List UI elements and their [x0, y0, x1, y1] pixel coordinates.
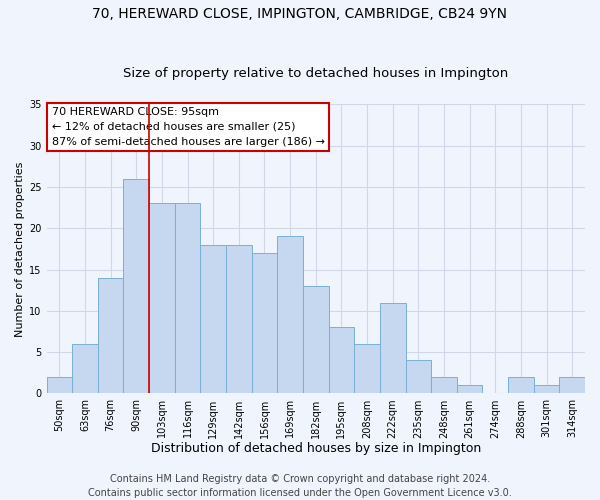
Bar — [380, 302, 406, 394]
Bar — [559, 377, 585, 394]
Bar — [277, 236, 303, 394]
Bar — [200, 244, 226, 394]
Bar — [508, 377, 534, 394]
Bar — [149, 204, 175, 394]
Bar — [226, 244, 251, 394]
Bar — [175, 204, 200, 394]
Text: 70 HEREWARD CLOSE: 95sqm
← 12% of detached houses are smaller (25)
87% of semi-d: 70 HEREWARD CLOSE: 95sqm ← 12% of detach… — [52, 107, 325, 147]
Text: Contains HM Land Registry data © Crown copyright and database right 2024.
Contai: Contains HM Land Registry data © Crown c… — [88, 474, 512, 498]
Bar — [124, 178, 149, 394]
Bar — [457, 385, 482, 394]
Bar — [329, 328, 354, 394]
Bar — [406, 360, 431, 394]
Bar — [303, 286, 329, 394]
Bar — [534, 385, 559, 394]
Bar — [98, 278, 124, 394]
Bar — [72, 344, 98, 394]
Bar — [251, 253, 277, 394]
Title: Size of property relative to detached houses in Impington: Size of property relative to detached ho… — [123, 66, 508, 80]
Bar — [354, 344, 380, 394]
Bar — [431, 377, 457, 394]
X-axis label: Distribution of detached houses by size in Impington: Distribution of detached houses by size … — [151, 442, 481, 455]
Y-axis label: Number of detached properties: Number of detached properties — [15, 161, 25, 336]
Bar — [47, 377, 72, 394]
Text: 70, HEREWARD CLOSE, IMPINGTON, CAMBRIDGE, CB24 9YN: 70, HEREWARD CLOSE, IMPINGTON, CAMBRIDGE… — [92, 8, 508, 22]
